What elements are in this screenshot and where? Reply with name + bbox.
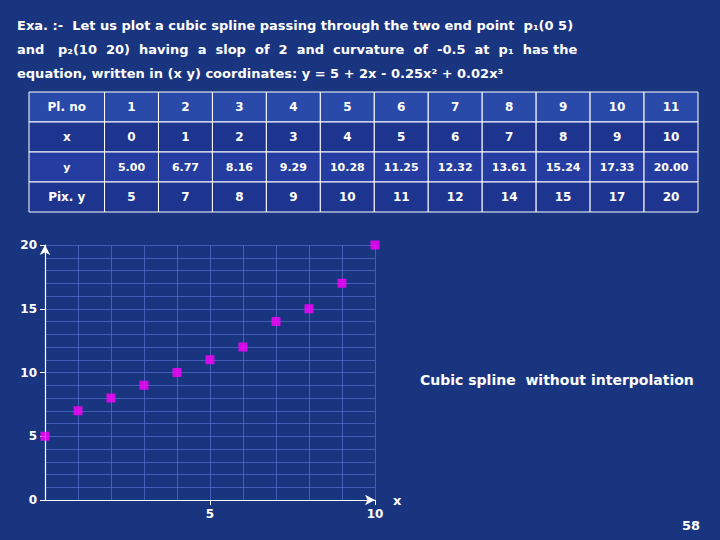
svg-text:15: 15 [555,190,572,204]
svg-text:x: x [63,130,71,144]
svg-text:Cubic spline without interpol: Cubic spline without interpolation [420,372,694,388]
svg-text:y: y [63,161,70,174]
svg-text:2: 2 [181,100,189,114]
svg-text:Pix. y: Pix. y [48,190,85,204]
svg-text:0: 0 [127,130,135,144]
svg-text:10: 10 [20,366,37,380]
svg-text:8: 8 [235,190,243,204]
svg-text:and p₂(10 20) having a s: and p₂(10 20) having a slop of 2 and cur… [17,42,577,57]
svg-text:x: x [393,493,402,508]
svg-text:14: 14 [501,190,518,204]
svg-text:10: 10 [367,507,384,521]
svg-text:9: 9 [613,130,621,144]
svg-text:20: 20 [663,190,680,204]
svg-text:8: 8 [505,100,513,114]
svg-text:5: 5 [343,100,351,114]
svg-text:5.00: 5.00 [118,161,145,174]
svg-text:20: 20 [20,238,37,252]
svg-text:10: 10 [339,190,356,204]
svg-text:11: 11 [393,190,410,204]
svg-text:11.25: 11.25 [384,161,419,174]
svg-text:6: 6 [451,130,459,144]
svg-text:12.32: 12.32 [438,161,473,174]
svg-text:17.33: 17.33 [600,161,635,174]
svg-text:58: 58 [682,518,700,533]
svg-text:5: 5 [397,130,405,144]
svg-text:11: 11 [663,100,680,114]
svg-text:4: 4 [343,130,351,144]
svg-text:8: 8 [559,130,567,144]
svg-text:equation, written in (x y) coo: equation, written in (x y) coordinates: … [17,66,503,81]
svg-text:15.24: 15.24 [546,161,581,174]
svg-text:17: 17 [609,190,626,204]
svg-text:13.61: 13.61 [492,161,527,174]
svg-text:20.00: 20.00 [654,161,689,174]
svg-text:6: 6 [397,100,405,114]
svg-text:10: 10 [609,100,626,114]
svg-text:6.77: 6.77 [172,161,199,174]
svg-text:7: 7 [181,190,189,204]
svg-text:5: 5 [206,507,214,521]
svg-text:7: 7 [505,130,513,144]
svg-text:3: 3 [289,130,297,144]
svg-text:15: 15 [20,302,37,316]
svg-text:3: 3 [235,100,243,114]
svg-text:5: 5 [29,429,37,443]
svg-text:1: 1 [181,130,189,144]
svg-text:10.28: 10.28 [330,161,365,174]
svg-text:7: 7 [451,100,459,114]
svg-text:Exa. :- Let us plot a cubic s: Exa. :- Let us plot a cubic spline passi… [17,18,573,33]
svg-text:1: 1 [127,100,135,114]
svg-text:8.16: 8.16 [226,161,253,174]
svg-text:9: 9 [559,100,567,114]
svg-text:0: 0 [29,493,37,507]
svg-text:9.29: 9.29 [280,161,307,174]
svg-text:2: 2 [235,130,243,144]
svg-text:9: 9 [289,190,297,204]
svg-text:4: 4 [289,100,297,114]
svg-text:12: 12 [447,190,464,204]
svg-text:Pl. no: Pl. no [48,100,86,114]
svg-text:10: 10 [663,130,680,144]
svg-text:5: 5 [127,190,135,204]
